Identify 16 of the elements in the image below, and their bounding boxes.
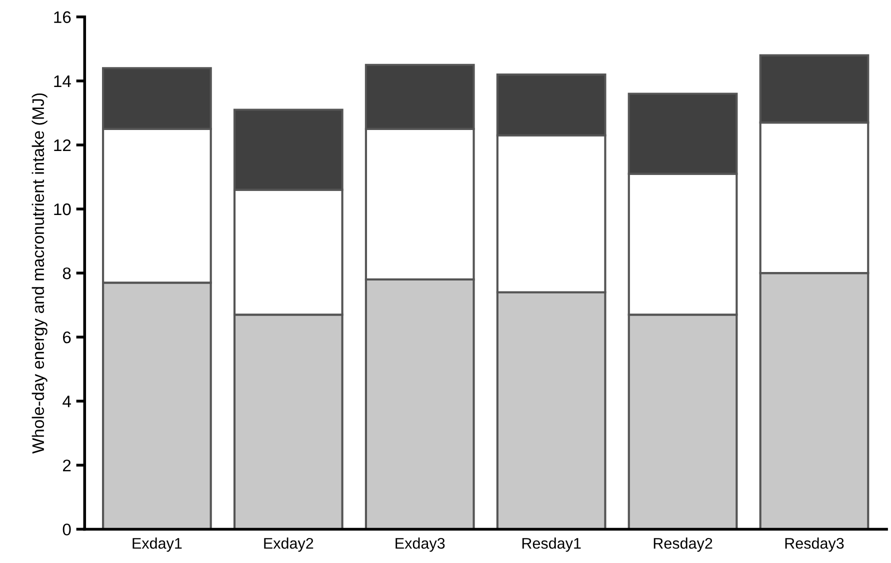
- y-tick-label: 10: [54, 203, 71, 216]
- x-tick-label: Resday1: [522, 538, 581, 552]
- y-tick-label: 12: [54, 139, 71, 152]
- y-tick-label: 16: [54, 11, 71, 24]
- x-tick-label: Resday2: [654, 538, 712, 552]
- y-tick-label: 6: [63, 331, 71, 344]
- x-tick-label: Resday3: [785, 538, 844, 552]
- y-axis-title: Whole-day energy and macronutrient intake (MJ): [32, 93, 48, 454]
- y-tick-label: 8: [62, 267, 71, 280]
- y-tick-label: 14: [54, 76, 71, 87]
- x-tick-label: Exday2: [264, 538, 314, 552]
- x-tick-label: Exday1: [132, 538, 182, 552]
- y-tick-label: 2: [63, 460, 71, 472]
- x-tick-label: Exday3: [396, 538, 445, 552]
- y-tick-label: 0: [62, 524, 71, 536]
- y-tick-label: 4: [62, 396, 71, 408]
